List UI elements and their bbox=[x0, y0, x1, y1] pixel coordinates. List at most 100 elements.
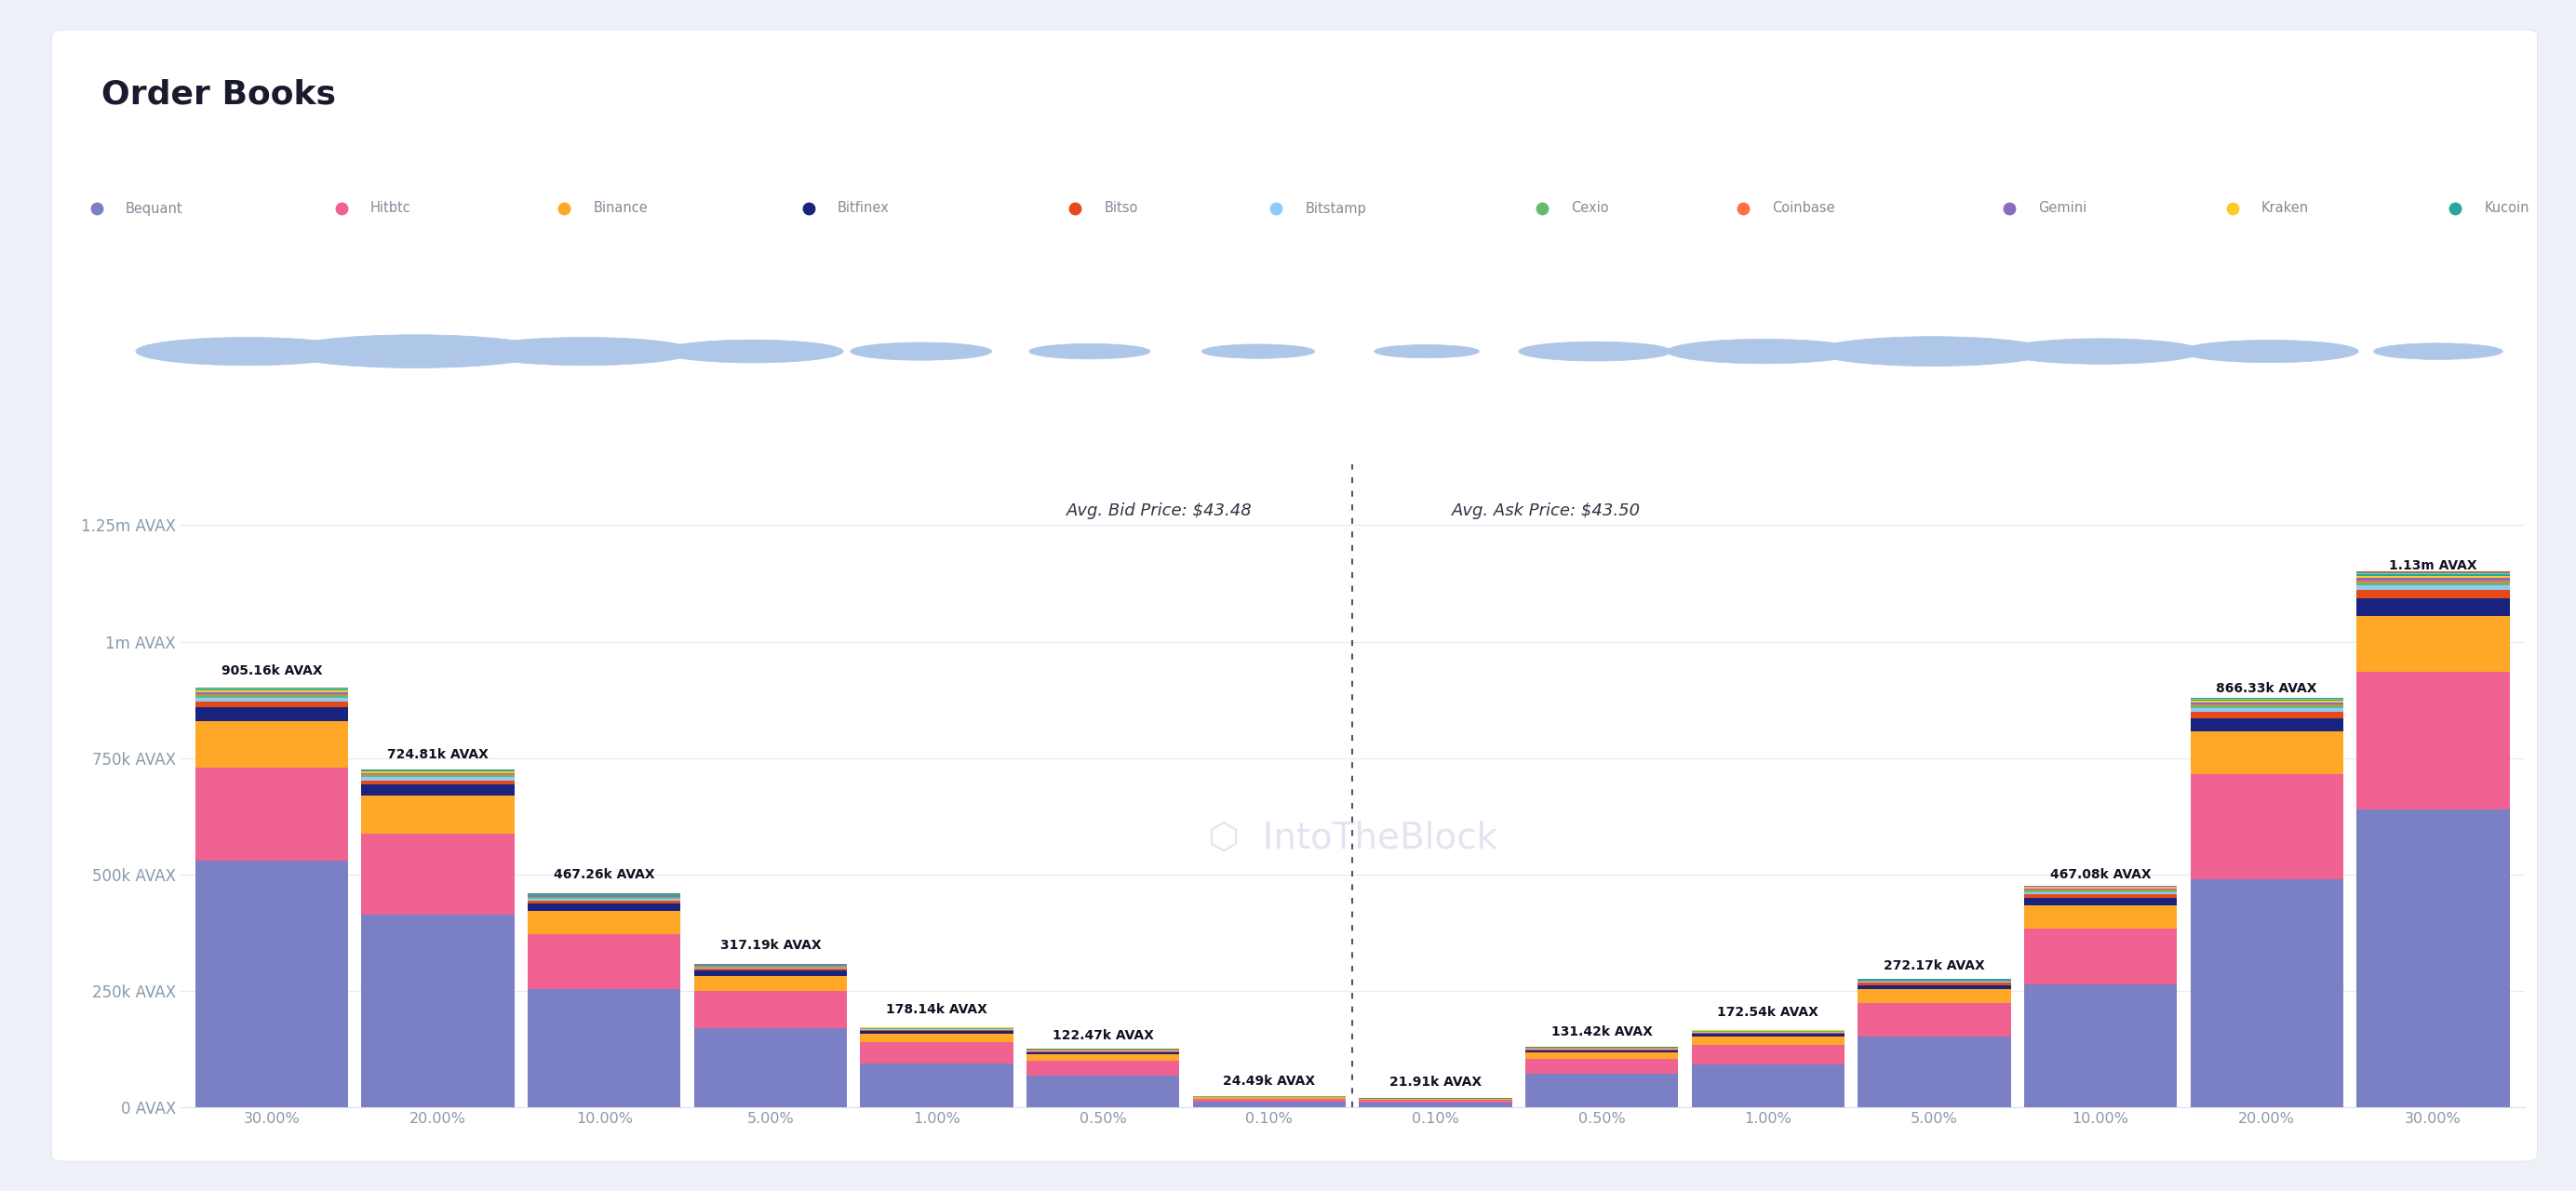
Text: Kucoin: Kucoin bbox=[2483, 201, 2530, 216]
Ellipse shape bbox=[1200, 344, 1314, 358]
Bar bbox=[528, 900, 680, 904]
Text: 317.19k AVAX: 317.19k AVAX bbox=[719, 939, 822, 952]
Bar bbox=[196, 692, 348, 694]
Text: 467.26k AVAX: 467.26k AVAX bbox=[554, 868, 654, 881]
Bar bbox=[860, 1042, 1012, 1064]
Bar bbox=[693, 1028, 848, 1108]
Bar bbox=[860, 1031, 1012, 1034]
Bar bbox=[2357, 580, 2509, 582]
Ellipse shape bbox=[2372, 343, 2504, 360]
Bar bbox=[1857, 1003, 2012, 1037]
Bar bbox=[2357, 810, 2509, 1108]
Bar bbox=[1692, 1034, 1844, 1036]
Bar bbox=[2190, 879, 2344, 1108]
Ellipse shape bbox=[662, 339, 842, 363]
Ellipse shape bbox=[1376, 344, 1479, 358]
Bar bbox=[1525, 1053, 1677, 1059]
Bar bbox=[361, 915, 515, 1108]
Bar bbox=[196, 696, 348, 698]
Bar bbox=[860, 1030, 1012, 1031]
Bar bbox=[1193, 1102, 1345, 1108]
Bar bbox=[2025, 892, 2177, 894]
Text: Bitso: Bitso bbox=[1105, 201, 1139, 216]
Bar bbox=[693, 971, 848, 975]
Bar bbox=[693, 968, 848, 971]
Bar bbox=[860, 1064, 1012, 1108]
Text: Bitstamp: Bitstamp bbox=[1306, 201, 1365, 216]
Bar bbox=[528, 934, 680, 989]
Bar bbox=[2357, 590, 2509, 598]
Text: Avg. Ask Price: $43.50: Avg. Ask Price: $43.50 bbox=[1453, 503, 1641, 519]
Bar bbox=[1028, 1054, 1180, 1060]
Text: Bitfinex: Bitfinex bbox=[837, 201, 889, 216]
Bar bbox=[361, 780, 515, 785]
Text: 467.08k AVAX: 467.08k AVAX bbox=[2050, 868, 2151, 881]
Bar bbox=[196, 721, 348, 767]
Text: Binance: Binance bbox=[592, 201, 647, 216]
Bar bbox=[2357, 573, 2509, 574]
Bar bbox=[196, 698, 348, 701]
Bar bbox=[1525, 1074, 1677, 1108]
Bar bbox=[2357, 616, 2509, 672]
Bar bbox=[361, 834, 515, 915]
Bar bbox=[1692, 1065, 1844, 1108]
Text: 905.16k AVAX: 905.16k AVAX bbox=[222, 665, 322, 678]
Bar bbox=[1028, 1052, 1180, 1054]
Bar bbox=[2357, 672, 2509, 810]
Bar bbox=[361, 773, 515, 774]
Bar bbox=[2357, 598, 2509, 616]
Bar bbox=[1525, 1050, 1677, 1053]
Bar bbox=[196, 767, 348, 861]
Bar bbox=[1857, 1037, 2012, 1108]
Bar bbox=[2025, 984, 2177, 1108]
Text: 122.47k AVAX: 122.47k AVAX bbox=[1054, 1029, 1154, 1042]
Ellipse shape bbox=[1520, 342, 1672, 361]
Bar bbox=[1028, 1060, 1180, 1075]
Ellipse shape bbox=[1816, 337, 2050, 366]
Bar bbox=[2190, 774, 2344, 879]
Text: Avg. Bid Price: $43.48: Avg. Bid Price: $43.48 bbox=[1066, 503, 1252, 519]
Text: 131.42k AVAX: 131.42k AVAX bbox=[1551, 1025, 1651, 1039]
Text: Bequant: Bequant bbox=[126, 201, 183, 216]
Bar bbox=[1857, 985, 2012, 990]
Bar bbox=[2357, 574, 2509, 575]
Bar bbox=[528, 989, 680, 1108]
Bar bbox=[2190, 705, 2344, 707]
Text: Kraken: Kraken bbox=[2262, 201, 2308, 216]
Bar bbox=[361, 778, 515, 780]
Bar bbox=[1360, 1100, 1512, 1103]
Bar bbox=[2025, 894, 2177, 898]
Bar bbox=[2025, 891, 2177, 892]
Text: 724.81k AVAX: 724.81k AVAX bbox=[386, 748, 489, 761]
Bar bbox=[2190, 731, 2344, 774]
Text: 1.13m AVAX: 1.13m AVAX bbox=[2388, 560, 2478, 573]
Bar bbox=[196, 701, 348, 706]
Bar bbox=[2190, 699, 2344, 700]
Bar bbox=[2357, 582, 2509, 585]
Bar bbox=[2190, 704, 2344, 705]
Bar bbox=[2190, 711, 2344, 718]
Ellipse shape bbox=[1999, 338, 2202, 364]
Bar bbox=[2025, 898, 2177, 905]
Ellipse shape bbox=[1667, 339, 1860, 363]
Text: Cexio: Cexio bbox=[1571, 201, 1610, 216]
Ellipse shape bbox=[283, 335, 546, 368]
Bar bbox=[196, 690, 348, 691]
Bar bbox=[693, 975, 848, 991]
Ellipse shape bbox=[850, 342, 992, 360]
Text: Coinbase: Coinbase bbox=[1772, 201, 1834, 216]
Text: 178.14k AVAX: 178.14k AVAX bbox=[886, 1003, 987, 1016]
Bar bbox=[2190, 700, 2344, 703]
Ellipse shape bbox=[1028, 344, 1149, 358]
Ellipse shape bbox=[474, 337, 696, 366]
Bar bbox=[2190, 703, 2344, 704]
Bar bbox=[196, 706, 348, 721]
Bar bbox=[528, 904, 680, 910]
Bar bbox=[1857, 983, 2012, 985]
Bar bbox=[2025, 928, 2177, 984]
Bar bbox=[361, 796, 515, 834]
Bar bbox=[2357, 575, 2509, 578]
Bar bbox=[196, 691, 348, 692]
Bar bbox=[693, 967, 848, 968]
Bar bbox=[1692, 1036, 1844, 1045]
